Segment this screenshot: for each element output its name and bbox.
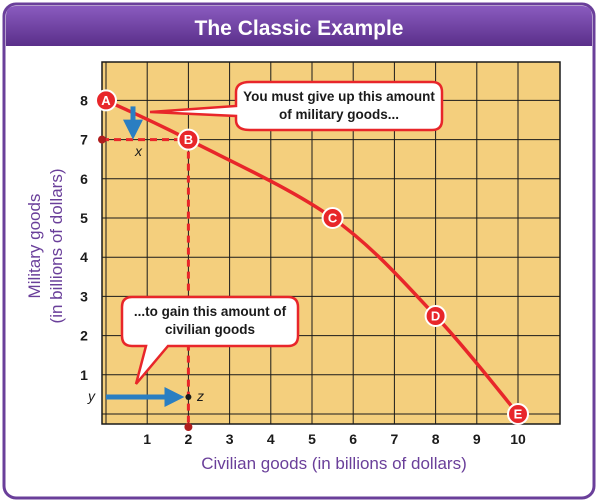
- y-tick-label: 8: [80, 92, 88, 108]
- point-label: B: [184, 132, 193, 147]
- x-tick-label: 7: [391, 431, 399, 447]
- point-label: E: [514, 407, 523, 422]
- point-b: B: [177, 128, 200, 151]
- guide-end-dot: [98, 135, 106, 144]
- guide-end-dot: [184, 423, 193, 431]
- point-marker: [95, 89, 117, 112]
- title-bar: [6, 6, 592, 46]
- z-marker-label: z: [196, 388, 204, 404]
- y-tick-label: 2: [80, 328, 88, 344]
- point-marker: [507, 403, 529, 425]
- point-marker: [177, 128, 200, 151]
- chart-title: The Classic Example: [195, 17, 404, 40]
- point-marker: [321, 207, 344, 229]
- x-tick-label: 2: [185, 431, 193, 447]
- grid: [102, 62, 560, 424]
- x-tick-label: 9: [473, 431, 481, 447]
- callout-top-line2: of military goods...: [279, 107, 399, 122]
- point-label: D: [431, 309, 440, 324]
- y-tick-label: 7: [80, 132, 88, 148]
- point-label: A: [101, 93, 111, 108]
- point-e: E: [507, 403, 529, 425]
- callout-top: You must give up this amount of military…: [149, 80, 444, 132]
- point-c: C: [321, 207, 344, 229]
- z-dot: [185, 394, 192, 400]
- y-axis-label-line1: Military goods: [25, 194, 44, 299]
- point-label: C: [328, 211, 338, 226]
- x-tick-label: 6: [349, 431, 357, 447]
- tick-labels: 1 2 3 4 5 6 7 8 9 10 1 2 3 4 5 6 7 8: [80, 92, 526, 447]
- callout-bottom-line1: ...to gain this amount of: [134, 304, 287, 319]
- x-tick-label: 4: [267, 431, 275, 447]
- arrows: [106, 106, 192, 407]
- y-tick-label: 5: [80, 210, 88, 226]
- y-tick-label: 6: [80, 171, 88, 187]
- x-tick-label: 10: [510, 431, 526, 447]
- y-marker-label: y: [87, 388, 96, 404]
- x-tick-label: 8: [432, 431, 440, 447]
- x-tick-label: 3: [226, 431, 234, 447]
- callout-top-line1: You must give up this amount: [243, 89, 435, 104]
- point-d: D: [424, 305, 447, 327]
- x-tick-label: 5: [308, 431, 316, 447]
- guide-lines: [98, 135, 193, 431]
- y-axis-label-line2: (in billions of dollars): [47, 169, 66, 324]
- callout-bottom: ...to gain this amount of civilian goods: [120, 295, 300, 385]
- x-tick-label: 1: [143, 431, 151, 447]
- point-markers: A B C D E: [95, 89, 529, 425]
- y-tick-label: 1: [80, 367, 88, 383]
- x-marker-label: x: [134, 143, 143, 159]
- callout-bottom-line2: civilian goods: [165, 322, 255, 337]
- x-axis-label: Civilian goods (in billions of dollars): [201, 454, 467, 473]
- point-marker: [424, 305, 447, 327]
- point-a: A: [95, 89, 117, 112]
- y-tick-label: 3: [80, 288, 88, 304]
- y-tick-label: 4: [80, 249, 88, 265]
